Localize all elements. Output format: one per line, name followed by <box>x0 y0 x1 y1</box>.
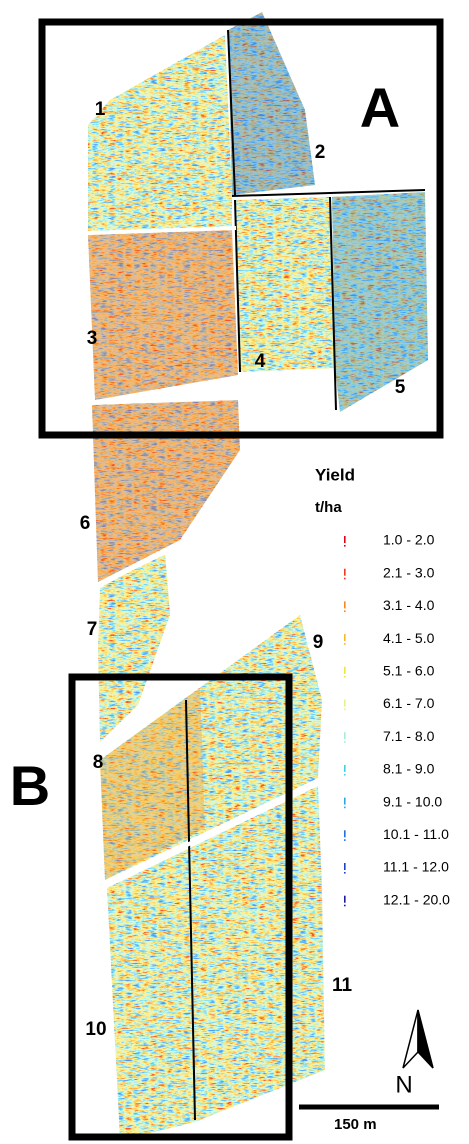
legend-swatch-dot <box>344 545 346 547</box>
field-area <box>228 12 315 195</box>
legend-swatch <box>344 536 346 543</box>
panel-box <box>68 673 293 1141</box>
legend-swatch-dot <box>344 610 346 612</box>
legend-swatch <box>344 634 346 642</box>
legend-swatch <box>344 797 346 805</box>
legend-label: 11.1 - 12.0 <box>383 859 449 875</box>
legend-swatch <box>344 568 346 576</box>
field-area <box>107 786 325 1140</box>
legend-swatch <box>344 699 346 707</box>
field-label: 11 <box>332 975 353 996</box>
field-label: 6 <box>80 513 91 534</box>
field-gap <box>89 396 241 405</box>
legend-label: 1.0 - 2.0 <box>383 532 435 548</box>
legend-label: 6.1 - 7.0 <box>383 695 435 711</box>
legend-label: 4.1 - 5.0 <box>383 630 435 646</box>
legend-swatch-dot <box>344 872 346 874</box>
field-area <box>88 230 238 400</box>
legend: 1.0 - 2.0 2.1 - 3.0 3.1 - 4.0 4.1 - 5.0 5.1 … <box>344 532 450 907</box>
legend-swatch-dot <box>344 806 346 809</box>
legend-swatch <box>344 895 346 903</box>
field-label: 1 <box>95 99 106 120</box>
field-boundary <box>329 196 337 411</box>
legend-swatch <box>344 830 346 838</box>
field-label: 3 <box>87 328 98 349</box>
field-area <box>236 197 335 372</box>
north-arrow <box>402 1009 434 1069</box>
legend-swatch <box>344 863 346 870</box>
field-label: 2 <box>315 142 326 163</box>
field-tint <box>88 230 238 400</box>
legend-swatch-dot <box>344 904 346 907</box>
legend-swatch-dot <box>344 643 346 645</box>
field-gap <box>97 548 171 587</box>
field-label: 8 <box>93 752 104 773</box>
legend-swatch <box>344 732 346 740</box>
panel-box <box>38 18 444 439</box>
scale-label: 150 m <box>334 1116 377 1133</box>
fields <box>85 12 428 1140</box>
north-label: N <box>395 1071 412 1098</box>
field-label: 7 <box>87 619 98 640</box>
legend-label: 12.1 - 20.0 <box>383 891 450 907</box>
field-tint <box>228 12 315 195</box>
field-label: 9 <box>313 632 324 653</box>
field-tint <box>332 192 428 412</box>
legend-label: 7.1 - 8.0 <box>383 728 435 744</box>
panel-label: A <box>360 76 400 139</box>
legend-label: 10.1 - 11.0 <box>383 826 449 842</box>
field-boundary <box>185 699 196 1121</box>
legend-swatch-dot <box>344 708 346 711</box>
field-boundary <box>227 29 236 196</box>
legend-swatch-dot <box>344 577 346 580</box>
legend-title: Yield <box>315 465 355 484</box>
field-tint <box>100 688 205 880</box>
legend-label: 3.1 - 4.0 <box>383 597 435 613</box>
field-area <box>332 192 428 412</box>
field-area <box>88 35 232 232</box>
legend-swatch <box>344 601 346 609</box>
panel-label: B <box>10 754 50 817</box>
field-area <box>98 552 170 742</box>
legend-label: 2.1 - 3.0 <box>383 564 435 580</box>
field-area <box>100 615 322 880</box>
legend-swatch-dot <box>344 773 346 776</box>
field-label: 10 <box>85 1019 106 1040</box>
field-tint <box>92 400 240 582</box>
legend-swatch <box>344 764 346 772</box>
field-gap <box>85 226 237 235</box>
legend-swatch-dot <box>344 741 346 743</box>
legend-swatch-dot <box>344 839 346 841</box>
legend-label: 5.1 - 6.0 <box>383 663 435 679</box>
legend-swatch-dot <box>344 675 346 678</box>
legend-label: 8.1 - 9.0 <box>383 761 435 777</box>
legend-label: 9.1 - 10.0 <box>383 793 442 809</box>
field-boundary <box>231 189 426 197</box>
field-label: 5 <box>395 377 406 398</box>
field-label: 4 <box>255 351 266 372</box>
legend-unit: t/ha <box>315 499 342 516</box>
legend-swatch <box>344 666 346 674</box>
field-area <box>92 400 240 582</box>
